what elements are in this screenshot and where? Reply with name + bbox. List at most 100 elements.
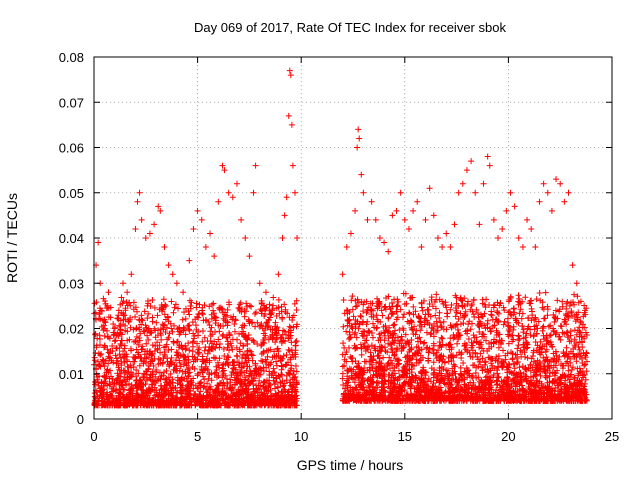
data-point <box>123 392 130 399</box>
data-point <box>246 402 253 409</box>
data-point <box>153 319 160 326</box>
data-point <box>432 383 439 390</box>
data-point <box>120 348 127 355</box>
data-point <box>516 335 523 342</box>
data-point <box>223 356 230 363</box>
data-point <box>561 319 568 326</box>
data-point <box>473 306 480 313</box>
data-point <box>427 390 434 397</box>
data-point <box>447 341 454 348</box>
data-point <box>168 354 175 361</box>
data-point <box>188 299 195 306</box>
data-point <box>406 394 413 401</box>
data-point <box>174 338 181 345</box>
data-point <box>165 346 172 353</box>
data-point <box>439 393 446 400</box>
data-point <box>396 326 403 333</box>
data-point <box>109 375 116 382</box>
data-point <box>524 325 531 332</box>
data-point <box>375 303 382 310</box>
data-point <box>105 349 112 356</box>
data-point <box>537 360 544 367</box>
data-point <box>382 389 389 396</box>
data-point <box>184 391 191 398</box>
data-point <box>393 389 400 396</box>
data-point <box>234 369 241 376</box>
data-point <box>541 343 548 350</box>
data-point <box>515 337 522 344</box>
data-point <box>500 378 507 385</box>
data-point <box>284 310 291 317</box>
data-point <box>427 331 434 338</box>
data-point <box>150 363 157 370</box>
data-point <box>453 393 460 400</box>
data-point <box>401 301 408 308</box>
data-point <box>475 314 482 321</box>
data-point <box>177 389 184 396</box>
data-point <box>534 390 541 397</box>
data-point <box>116 351 123 358</box>
data-point <box>500 321 507 328</box>
data-point <box>500 347 507 354</box>
data-point <box>210 307 217 314</box>
data-point <box>410 330 417 337</box>
data-point <box>117 326 124 333</box>
data-point <box>583 396 590 403</box>
data-point <box>95 379 102 386</box>
data-point <box>406 361 413 368</box>
data-point <box>127 386 134 393</box>
data-point <box>438 363 445 370</box>
data-point <box>368 313 375 320</box>
data-point <box>448 302 455 309</box>
data-point <box>530 373 537 380</box>
data-point <box>97 307 104 314</box>
data-point <box>577 350 584 357</box>
data-point <box>379 312 386 319</box>
data-point <box>577 319 584 326</box>
data-point <box>292 373 299 380</box>
data-point <box>428 324 435 331</box>
data-point <box>227 379 234 386</box>
data-point <box>474 353 481 360</box>
data-point <box>495 373 502 380</box>
data-point <box>533 296 540 303</box>
data-point <box>170 389 177 396</box>
data-point <box>525 314 532 321</box>
data-point <box>571 313 578 320</box>
data-point <box>358 313 365 320</box>
data-point <box>242 334 249 341</box>
data-point <box>413 356 420 363</box>
data-point <box>505 322 512 329</box>
data-point <box>104 402 111 409</box>
data-point <box>181 357 188 364</box>
data-point <box>439 356 446 363</box>
data-point <box>514 388 521 395</box>
data-point <box>371 324 378 331</box>
data-point <box>358 345 365 352</box>
data-point <box>353 344 360 351</box>
data-point <box>375 352 382 359</box>
data-point <box>365 327 372 334</box>
data-point <box>527 361 534 368</box>
data-point <box>120 310 127 317</box>
data-point <box>120 280 127 287</box>
data-point <box>343 328 350 335</box>
data-point <box>120 377 127 384</box>
data-point <box>515 333 522 340</box>
data-point <box>199 311 206 318</box>
data-point <box>134 391 141 398</box>
data-point <box>508 391 515 398</box>
data-point <box>262 399 269 406</box>
data-point <box>140 374 147 381</box>
data-point <box>198 366 205 373</box>
data-point <box>115 364 122 371</box>
data-point <box>419 370 426 377</box>
data-point <box>167 380 174 387</box>
data-point <box>199 327 206 334</box>
data-point <box>549 343 556 350</box>
data-point <box>479 300 486 307</box>
data-point <box>131 354 138 361</box>
chart-title: Day 069 of 2017, Rate Of TEC Index for r… <box>194 20 506 35</box>
data-point <box>581 386 588 393</box>
